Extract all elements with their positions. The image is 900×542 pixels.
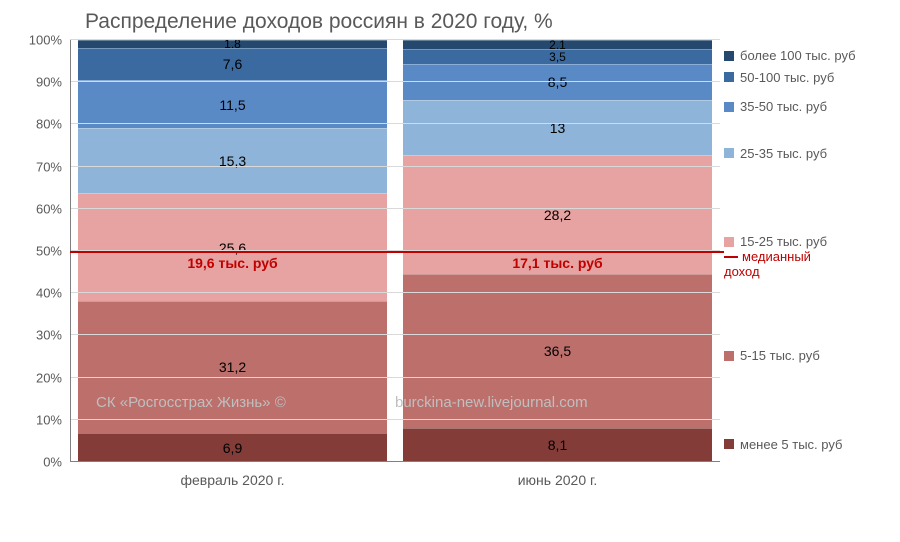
legend-swatch xyxy=(724,51,734,61)
gridline xyxy=(70,334,720,335)
legend-label: более 100 тыс. руб xyxy=(740,48,856,63)
segment-25_35: 15,3 xyxy=(78,128,387,193)
chart-title: Распределение доходов россиян в 2020 год… xyxy=(10,10,890,34)
legend-item-lt5: менее 5 тыс. руб xyxy=(724,437,842,452)
gridline xyxy=(70,292,720,293)
legend-label: 50-100 тыс. руб xyxy=(740,70,834,85)
y-tick: 0% xyxy=(43,455,62,470)
legend-swatch xyxy=(724,102,734,112)
legend-item-35_50: 35-50 тыс. руб xyxy=(724,99,827,114)
legend-swatch xyxy=(724,237,734,247)
segment-5_15: 36,5 xyxy=(403,274,712,428)
gridline xyxy=(70,419,720,420)
y-tick: 50% xyxy=(36,244,62,259)
y-tick: 30% xyxy=(36,328,62,343)
legend-swatch xyxy=(724,439,734,449)
x-category-label: июнь 2020 г. xyxy=(395,466,720,492)
median-value-label: 19,6 тыс. руб xyxy=(187,255,277,271)
segment-50_100: 3,5 xyxy=(403,49,712,64)
legend-label: менее 5 тыс. руб xyxy=(740,437,842,452)
x-axis-line xyxy=(70,461,720,462)
x-category-label: февраль 2020 г. xyxy=(70,466,395,492)
median-line xyxy=(70,251,724,253)
segment-lt5: 6,9 xyxy=(78,433,387,462)
legend-label: 15-25 тыс. руб xyxy=(740,234,827,249)
y-tick: 10% xyxy=(36,412,62,427)
y-axis: 0%10%20%30%40%50%60%70%80%90%100% xyxy=(10,40,70,462)
y-tick: 100% xyxy=(29,33,62,48)
y-tick: 40% xyxy=(36,286,62,301)
y-tick: 70% xyxy=(36,159,62,174)
median-value-label: 17,1 тыс. руб xyxy=(512,255,602,271)
legend-label: 25-35 тыс. руб xyxy=(740,146,827,161)
segment-gt100: 2,1 xyxy=(403,40,712,49)
chart-body: 6,931,225,615,311,57,61,8 19,6 тыс. руб 8,… xyxy=(70,40,720,462)
legend-item-25_35: 25-35 тыс. руб xyxy=(724,146,827,161)
legend-label: 5-15 тыс. руб xyxy=(740,348,820,363)
legend-item-gt100: более 100 тыс. руб xyxy=(724,48,856,63)
segment-5_15: 31,2 xyxy=(78,301,387,433)
gridline xyxy=(70,123,720,124)
x-axis: февраль 2020 г.июнь 2020 г. xyxy=(70,466,720,492)
plot-area: 0%10%20%30%40%50%60%70%80%90%100% 6,931,… xyxy=(10,40,890,492)
y-tick: 90% xyxy=(36,75,62,90)
income-distribution-chart: Распределение доходов россиян в 2020 год… xyxy=(0,0,900,542)
gridline xyxy=(70,208,720,209)
legend-item-15_25: 15-25 тыс. руб xyxy=(724,234,827,249)
legend-item-5_15: 5-15 тыс. руб xyxy=(724,348,820,363)
gridline xyxy=(70,81,720,82)
gridline xyxy=(70,377,720,378)
y-tick: 80% xyxy=(36,117,62,132)
segment-gt100: 1,8 xyxy=(78,40,387,48)
legend-item-50_100: 50-100 тыс. руб xyxy=(724,70,834,85)
legend: более 100 тыс. руб 50-100 тыс. руб 35-50 т… xyxy=(724,40,890,462)
legend-swatch xyxy=(724,72,734,82)
y-tick: 20% xyxy=(36,370,62,385)
segment-15_25: 25,6 xyxy=(78,193,387,301)
segment-50_100: 7,6 xyxy=(78,48,387,80)
legend-swatch xyxy=(724,351,734,361)
segment-35_50: 11,5 xyxy=(78,80,387,129)
gridline xyxy=(70,39,720,40)
y-tick: 60% xyxy=(36,201,62,216)
gridline xyxy=(70,166,720,167)
segment-lt5: 8,1 xyxy=(403,428,712,462)
legend-median-label: медианныйдоход xyxy=(724,249,811,280)
segment-25_35: 13 xyxy=(403,100,712,155)
legend-label: 35-50 тыс. руб xyxy=(740,99,827,114)
legend-swatch xyxy=(724,148,734,158)
